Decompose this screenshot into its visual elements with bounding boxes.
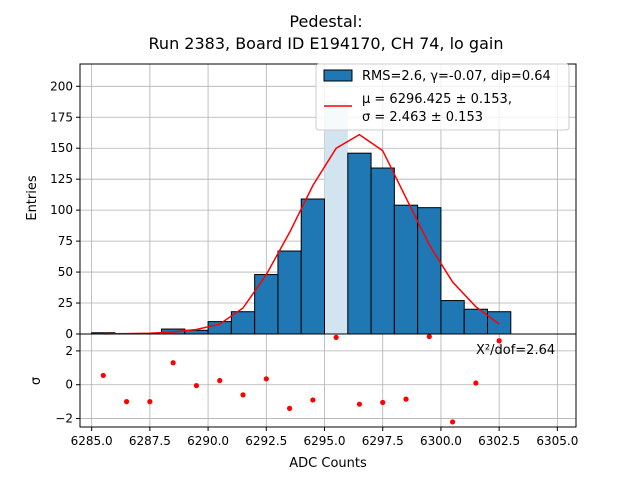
histogram-bar: [370, 167, 395, 335]
chi2-annotation: X²/dof=2.64: [476, 343, 555, 358]
histogram-bar: [300, 198, 326, 335]
residual-y-axis-label: σ: [29, 377, 44, 385]
tick-labels: 6285.0 6287.5 6290.0 6292.5 6295.0 6297.5 6300…: [50, 79, 578, 448]
residual-point: [193, 382, 200, 389]
y-tick-label: 25: [58, 296, 73, 310]
legend-label-hist: RMS=2.6, γ=-0.07, dip=0.64: [362, 69, 551, 84]
residual-point: [147, 399, 153, 405]
residual-y-tick-label: −2: [55, 412, 73, 426]
histogram-bar: [277, 250, 302, 335]
y-tick-label: 150: [50, 141, 73, 155]
histogram-bar: [417, 207, 442, 335]
residual-y-tick-label: 2: [65, 344, 73, 358]
y-tick-label: 0: [65, 327, 73, 341]
residual-point: [240, 392, 246, 398]
histogram-bars: [91, 101, 512, 335]
residual-point: [123, 399, 130, 405]
residual-point: [170, 360, 176, 366]
x-tick-label: 6305.0: [536, 434, 578, 448]
y-tick-label: 175: [50, 110, 73, 124]
chart-subtitle: Run 2383, Board ID E194170, CH 74, lo ga…: [149, 34, 504, 53]
residual-point: [403, 396, 409, 402]
histogram-bar: [393, 204, 419, 335]
residual-point: [100, 372, 106, 379]
highlight-layer: [324, 101, 348, 334]
x-axis-label: ADC Counts: [289, 456, 367, 471]
residual-points: [100, 333, 502, 425]
residual-point: [426, 333, 432, 340]
histogram-bar: [487, 311, 512, 335]
histogram-bar: [440, 300, 465, 335]
legend-swatch-hist: [323, 69, 353, 82]
x-tick-label: 6295.0: [304, 434, 346, 448]
histogram-bar: [254, 274, 279, 335]
residual-point: [449, 419, 456, 425]
residual-point: [310, 397, 316, 403]
histogram-bar: [230, 311, 256, 335]
residual-y-tick-label: 0: [65, 378, 73, 392]
x-tick-label: 6287.5: [129, 434, 171, 448]
residual-axes-frame: [79, 333, 577, 428]
legend-label-fit-sigma: σ = 2.463 ± 0.153: [362, 110, 483, 125]
legend: RMS=2.6, γ=-0.07, dip=0.64 μ = 6296.425 …: [315, 63, 570, 131]
residual-point: [333, 334, 339, 340]
residual-point: [496, 338, 502, 344]
residual-point: [263, 376, 269, 382]
y-tick-label: 100: [50, 203, 73, 217]
residual-point: [286, 405, 293, 411]
residual-point: [473, 380, 479, 386]
x-tick-label: 6292.5: [245, 434, 287, 448]
legend-box: [315, 63, 570, 131]
residual-point: [380, 399, 386, 406]
y-axis-label: Entries: [25, 175, 40, 221]
residual-grid: [80, 334, 576, 427]
x-tick-label: 6302.5: [478, 434, 520, 448]
fit-curve: [103, 133, 500, 335]
x-tick-label: 6290.0: [187, 434, 229, 448]
peak-highlight: [324, 101, 348, 334]
y-tick-label: 200: [50, 79, 73, 93]
residual-point: [217, 377, 223, 384]
residual-point: [356, 401, 363, 407]
legend-label-fit-mu: μ = 6296.425 ± 0.153,: [362, 92, 512, 107]
histogram-bar: [347, 152, 372, 335]
x-tick-label: 6300.0: [420, 434, 462, 448]
x-tick-label: 6297.5: [362, 434, 404, 448]
y-tick-label: 50: [58, 265, 73, 279]
chart-title: Pedestal:: [289, 12, 362, 31]
y-tick-label: 75: [58, 234, 73, 248]
x-tick-label: 6285.0: [71, 434, 113, 448]
histogram-bar: [325, 101, 348, 334]
y-tick-label: 125: [50, 172, 73, 186]
